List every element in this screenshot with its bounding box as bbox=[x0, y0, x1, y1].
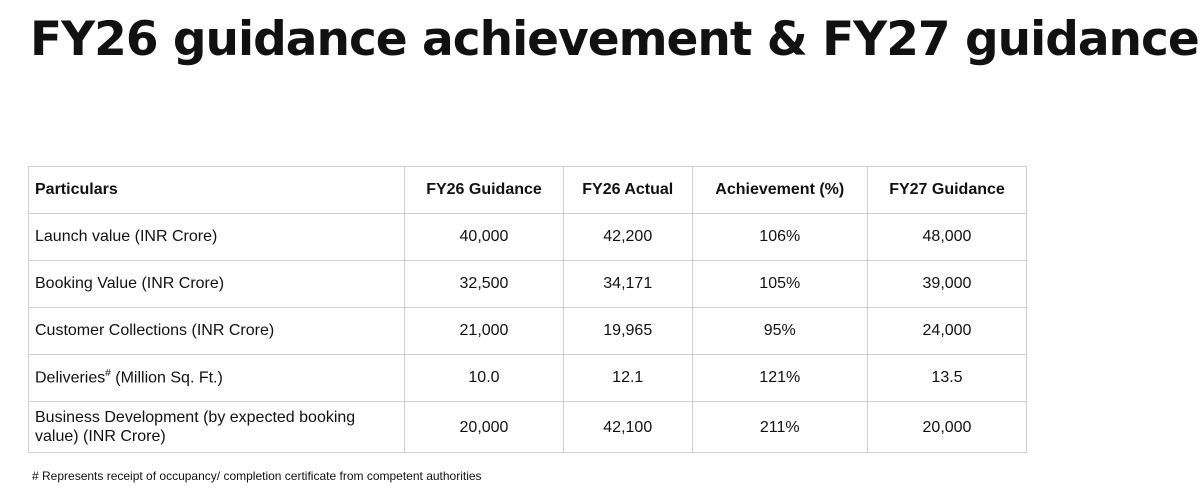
table-cell: 42,100 bbox=[562, 401, 693, 453]
table-cell: 40,000 bbox=[404, 213, 564, 261]
row-label-text: Booking Value (INR Crore) bbox=[35, 275, 225, 292]
row-label: Launch value (INR Crore) bbox=[28, 213, 405, 261]
table-cell: 106% bbox=[691, 213, 868, 261]
table-cell: 39,000 bbox=[866, 260, 1028, 308]
table-cell: 121% bbox=[691, 354, 868, 402]
row-label-suffix: (Million Sq. Ft.) bbox=[110, 369, 223, 387]
row-label-text: Deliveries bbox=[35, 369, 106, 387]
footnote: # Represents receipt of occupancy/ compl… bbox=[32, 469, 482, 483]
table-cell: 48,000 bbox=[866, 213, 1028, 261]
table-cell: 34,171 bbox=[562, 260, 693, 308]
header-row: Particulars FY26 Guidance FY26 Actual Achie… bbox=[28, 166, 1028, 214]
row-label-text: Business Development (by expected bookin… bbox=[35, 409, 356, 445]
table-row: Deliveries# (Million Sq. Ft.) 10.0 12.1 121… bbox=[28, 354, 1028, 402]
table-cell: 13.5 bbox=[866, 354, 1028, 402]
table-cell: 32,500 bbox=[404, 260, 564, 308]
row-label-text: Launch value (INR Crore) bbox=[35, 228, 218, 245]
row-label-text: Customer Collections (INR Crore) bbox=[35, 322, 275, 339]
row-label: Customer Collections (INR Crore) bbox=[28, 307, 405, 355]
table-cell: 211% bbox=[691, 401, 868, 453]
table-cell: 20,000 bbox=[866, 401, 1028, 453]
table-cell: 95% bbox=[691, 307, 868, 355]
table-cell: 42,200 bbox=[562, 213, 693, 261]
column-header: FY27 Guidance bbox=[866, 166, 1028, 214]
table-row: Booking Value (INR Crore) 32,500 34,171 105… bbox=[28, 260, 1028, 308]
table-row: Launch value (INR Crore) 40,000 42,200 106%… bbox=[28, 213, 1028, 261]
row-label: Deliveries# (Million Sq. Ft.) bbox=[28, 354, 405, 402]
table-cell: 19,965 bbox=[562, 307, 693, 355]
table-row: Customer Collections (INR Crore) 21,000 19… bbox=[28, 307, 1028, 355]
table-cell: 105% bbox=[691, 260, 868, 308]
table-row: Business Development (by expected bookin… bbox=[28, 401, 1028, 453]
column-header: FY26 Guidance bbox=[404, 166, 564, 214]
row-label: Booking Value (INR Crore) bbox=[28, 260, 405, 308]
row-label: Business Development (by expected bookin… bbox=[28, 401, 405, 453]
page-title: FY26 guidance achievement & FY27 guidanc… bbox=[30, 12, 1200, 67]
column-header: Achievement (%) bbox=[691, 166, 868, 214]
table-cell: 21,000 bbox=[404, 307, 564, 355]
table-cell: 10.0 bbox=[404, 354, 564, 402]
table-cell: 20,000 bbox=[404, 401, 564, 453]
column-header: Particulars bbox=[28, 166, 405, 214]
footnote-mark: # bbox=[105, 368, 111, 380]
column-header: FY26 Actual bbox=[562, 166, 693, 214]
table-cell: 24,000 bbox=[866, 307, 1028, 355]
table-cell: 12.1 bbox=[562, 354, 693, 402]
guidance-table: Particulars FY26 Guidance FY26 Actual Achie… bbox=[28, 166, 1028, 453]
